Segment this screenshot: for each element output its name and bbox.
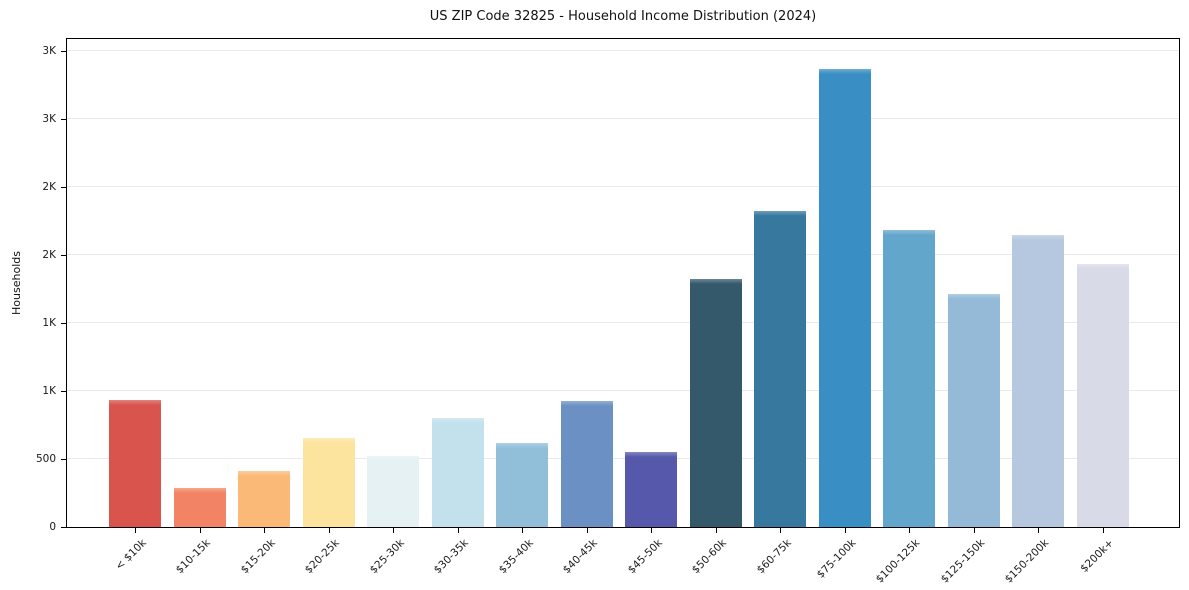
y-tick-label: 2K: [42, 180, 56, 193]
bar-highlight: [238, 471, 290, 477]
x-tick: [909, 528, 910, 533]
bar-$20-25k: [302, 437, 355, 527]
gridline: [67, 117, 1179, 119]
bar-highlight: [947, 293, 1000, 299]
y-tick: [61, 186, 66, 188]
gridline: [67, 253, 1179, 255]
x-tick: [457, 528, 459, 533]
bar-highlight: [560, 401, 613, 407]
bar-$30-35k: [431, 418, 484, 527]
bar-$35-40k: [496, 442, 548, 527]
bar-highlight: [367, 456, 419, 462]
gridline: [67, 49, 1179, 51]
x-tick: [844, 528, 846, 533]
y-tick-label: 1K: [42, 384, 56, 397]
bar-highlight: [625, 452, 677, 458]
x-tick: [264, 528, 265, 533]
y-tick: [61, 527, 66, 528]
bar-highlight: [109, 399, 161, 405]
bar-highlight: [1076, 263, 1129, 269]
x-tick: [1038, 528, 1039, 533]
x-tick: [522, 528, 523, 533]
y-tick-label: 3K: [42, 112, 56, 125]
y-tick: [61, 254, 66, 256]
x-tick: [135, 528, 136, 533]
y-tick-label: 0: [49, 521, 56, 533]
gridline: [67, 185, 1179, 187]
bar-$40-45k: [560, 401, 613, 527]
bar-highlight: [496, 442, 548, 448]
gridline: [67, 321, 1179, 323]
bar-$100-125k: [883, 230, 935, 527]
y-tick: [61, 118, 66, 120]
y-tick: [61, 50, 66, 52]
bar-highlight: [689, 278, 742, 284]
x-tick: [393, 528, 394, 533]
bar-$200k+: [1076, 263, 1129, 527]
bar-$25-30k: [367, 456, 419, 527]
y-tick-label: 2K: [42, 248, 56, 261]
bar-highlight: [173, 488, 226, 494]
x-tick: [328, 528, 330, 533]
gridline: [67, 389, 1179, 391]
bar-$15-20k: [238, 471, 290, 527]
bar-$75-100k: [818, 69, 871, 527]
bar-highlight: [1012, 234, 1064, 240]
y-tick: [61, 322, 66, 324]
x-tick: [651, 528, 652, 533]
x-tick: [586, 528, 588, 533]
bar-$150-200k: [1012, 234, 1064, 527]
y-tick-label: 500: [35, 452, 56, 465]
x-tick: [1102, 528, 1104, 533]
y-tick: [61, 390, 66, 392]
bar-$125-150k: [947, 293, 1000, 527]
x-tick-label-text: $200k+: [1078, 537, 1116, 575]
x-tick: [715, 528, 717, 533]
bar-highlight: [883, 230, 935, 236]
bar-$60-75k: [754, 211, 806, 527]
plot-area: [66, 38, 1180, 528]
chart-title: US ZIP Code 32825 - Household Income Dis…: [429, 9, 817, 24]
bar-highlight: [754, 211, 806, 217]
bar-highlight: [818, 69, 871, 75]
bar-$50-60k: [689, 278, 742, 527]
y-tick-label: 1K: [42, 316, 56, 329]
x-tick: [199, 528, 201, 533]
bar-< $10k: [109, 399, 161, 527]
y-tick-label: 3K: [42, 44, 56, 57]
x-tick-label: $200k+: [958, 537, 1116, 575]
bar-$45-50k: [625, 452, 677, 527]
x-tick: [780, 528, 781, 533]
bar-highlight: [431, 418, 484, 424]
y-tick: [61, 458, 66, 460]
bar-$10-15k: [173, 488, 226, 527]
x-tick: [973, 528, 975, 533]
bar-highlight: [302, 437, 355, 443]
gridline: [67, 457, 1179, 459]
